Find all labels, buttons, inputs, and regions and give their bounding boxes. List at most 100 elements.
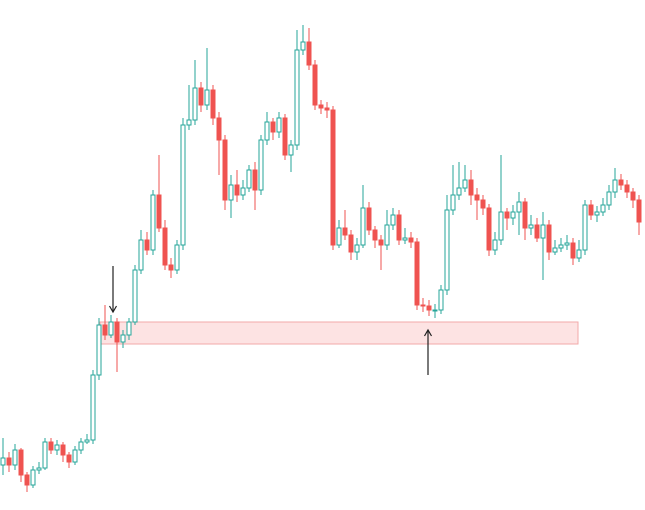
- candle-body: [198, 87, 204, 106]
- candle-body: [132, 269, 138, 323]
- candle-body: [384, 224, 390, 246]
- candle-body: [354, 244, 360, 253]
- candle-body: [390, 214, 396, 226]
- candle-body: [186, 119, 192, 126]
- candle-body: [636, 199, 642, 223]
- candle-body: [456, 187, 462, 196]
- candle-body: [120, 334, 126, 343]
- candle-body: [534, 224, 540, 239]
- candle-body: [114, 321, 120, 343]
- candle-body: [0, 457, 6, 466]
- candle-body: [144, 239, 150, 251]
- candle-body: [150, 194, 156, 251]
- candle-body: [348, 234, 354, 253]
- candle-body: [522, 201, 528, 229]
- candle-body: [30, 469, 36, 486]
- candle-body: [564, 242, 570, 246]
- candle-body: [108, 321, 114, 336]
- candle-body: [174, 244, 180, 271]
- candle-body: [360, 207, 366, 246]
- candle-body: [96, 324, 102, 376]
- candle-body: [558, 244, 564, 249]
- candle-body: [66, 454, 72, 463]
- candle-body: [420, 304, 426, 307]
- candle-body: [600, 204, 606, 213]
- candle-body: [366, 207, 372, 231]
- candle-body: [528, 224, 534, 229]
- candle-body: [486, 207, 492, 251]
- candle-body: [252, 169, 258, 191]
- candle-body: [432, 309, 438, 312]
- candle-body: [138, 239, 144, 271]
- candle-body: [492, 239, 498, 251]
- candle-body: [18, 449, 24, 476]
- candle-body: [180, 124, 186, 246]
- candle-body: [570, 242, 576, 259]
- candle-body: [306, 41, 312, 66]
- candle-body: [24, 474, 30, 486]
- candle-body: [618, 179, 624, 186]
- candle-body: [78, 441, 84, 451]
- candle-body: [216, 117, 222, 141]
- candle-body: [540, 224, 546, 239]
- candles: [0, 25, 642, 492]
- candle-body: [264, 121, 270, 141]
- candle-body: [546, 224, 552, 253]
- candle-body: [300, 41, 306, 51]
- candle-body: [438, 289, 444, 311]
- candle-body: [612, 179, 618, 193]
- candle-body: [36, 467, 42, 471]
- candle-body: [6, 457, 12, 466]
- candle-body: [450, 194, 456, 211]
- candle-body: [516, 201, 522, 213]
- candle-body: [402, 237, 408, 241]
- candle-body: [606, 191, 612, 206]
- candle-body: [90, 374, 96, 441]
- candle-body: [102, 324, 108, 336]
- candle-body: [342, 227, 348, 236]
- candle-body: [162, 227, 168, 266]
- candle-body: [294, 49, 300, 146]
- candle-body: [330, 109, 336, 246]
- candle-body: [288, 144, 294, 156]
- candle-body: [210, 89, 216, 119]
- candle-body: [468, 179, 474, 196]
- candle-body: [444, 209, 450, 291]
- candle-body: [336, 227, 342, 246]
- candle-body: [192, 87, 198, 121]
- candle-body: [234, 184, 240, 196]
- candle-body: [246, 169, 252, 189]
- candle-body: [72, 449, 78, 463]
- candle-body: [312, 64, 318, 106]
- candle-body: [54, 444, 60, 451]
- candle-body: [552, 247, 558, 253]
- candle-body: [156, 194, 162, 229]
- candle-body: [240, 187, 246, 196]
- candle-body: [258, 139, 264, 191]
- candle-body: [60, 444, 66, 456]
- candle-body: [426, 305, 432, 311]
- candle-body: [414, 241, 420, 306]
- candle-body: [270, 121, 276, 133]
- candle-body: [408, 237, 414, 243]
- candle-body: [588, 204, 594, 216]
- candle-body: [630, 191, 636, 201]
- candle-body: [474, 194, 480, 201]
- candle-body: [84, 439, 90, 443]
- candle-body: [378, 239, 384, 246]
- candle-body: [126, 321, 132, 336]
- candle-body: [594, 211, 600, 216]
- candle-body: [576, 249, 582, 259]
- candle-body: [318, 104, 324, 109]
- candle-body: [396, 214, 402, 241]
- candle-body: [282, 117, 288, 156]
- candle-body: [462, 179, 468, 189]
- candle-body: [12, 449, 18, 466]
- candle-body: [48, 441, 54, 451]
- candle-body: [204, 89, 210, 106]
- candle-body: [498, 211, 504, 241]
- arrow-down: [108, 266, 118, 314]
- candle-body: [510, 211, 516, 219]
- candle-body: [222, 139, 228, 201]
